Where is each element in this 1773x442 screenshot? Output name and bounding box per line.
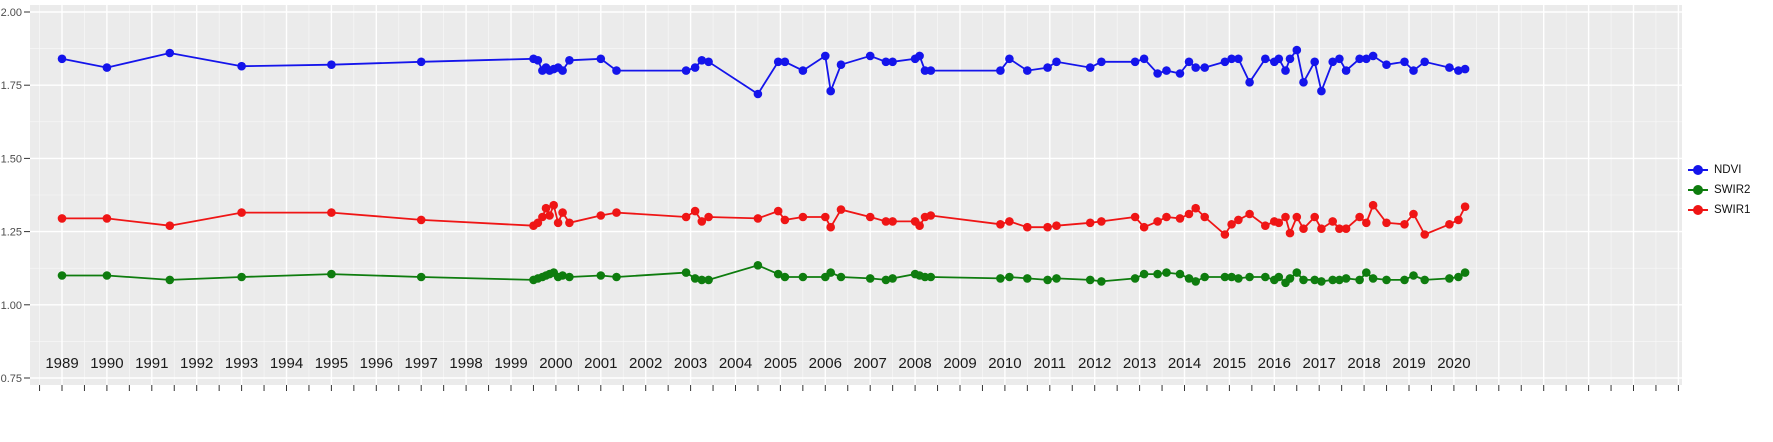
legend-label-ndvi: NDVI — [1714, 164, 1742, 176]
x-tick-label: 2012 — [1078, 355, 1111, 372]
y-tick-label: 1.50 — [1, 153, 22, 165]
series-swir1 — [57, 200, 1470, 239]
legend-key-ndvi-icon — [1688, 164, 1708, 176]
x-tick-label: 1999 — [494, 355, 527, 372]
series-swir2 — [57, 261, 1470, 288]
x-tick-label: 2005 — [764, 355, 797, 372]
x-tick-label: 2010 — [988, 355, 1021, 372]
x-tick-label: 2013 — [1123, 355, 1156, 372]
legend-label-swir1: SWIR1 — [1714, 204, 1751, 216]
x-tick-label: 2016 — [1258, 355, 1291, 372]
x-tick-label: 1991 — [135, 355, 168, 372]
x-tick-label: 1995 — [315, 355, 348, 372]
x-tick-label: 2006 — [809, 355, 842, 372]
legend-item-swir1: SWIR1 — [1688, 204, 1750, 216]
x-tick-label: 2011 — [1034, 355, 1066, 372]
y-axis-ticks — [24, 11, 30, 379]
x-tick-label: 2015 — [1213, 355, 1246, 372]
x-tick-label: 2019 — [1392, 355, 1425, 372]
series-ndvi — [57, 45, 1470, 99]
grid-minor — [30, 5, 1682, 385]
x-tick-label: 2002 — [629, 355, 662, 372]
x-tick-label: 2003 — [674, 355, 707, 372]
x-axis-labels: 1989 1990 1991 1992 1993 1994 1995 1996 1997 1998… — [45, 355, 1470, 372]
x-tick-label: 2018 — [1347, 355, 1380, 372]
legend-item-ndvi: NDVI — [1688, 164, 1750, 176]
y-tick-label: 2.00 — [1, 7, 22, 19]
legend-label-swir2: SWIR2 — [1714, 184, 1751, 196]
x-axis-ticks — [39, 385, 1679, 391]
legend-dot-icon — [1693, 205, 1703, 215]
x-tick-label: 2020 — [1437, 355, 1470, 372]
series-points-swir1 — [57, 200, 1470, 239]
legend-key-swir1-icon — [1688, 204, 1708, 216]
x-tick-label: 2014 — [1168, 355, 1201, 372]
legend-key-swir2-icon — [1688, 184, 1708, 196]
series-points-ndvi — [57, 45, 1470, 99]
series-points-swir2 — [57, 261, 1470, 288]
y-tick-label: 1.75 — [1, 80, 22, 92]
x-tick-label: 2000 — [539, 355, 572, 372]
x-tick-label: 2001 — [584, 355, 617, 372]
series-line-swir1 — [62, 202, 1466, 236]
x-tick-label: 1996 — [360, 355, 393, 372]
y-tick-label: 0.75 — [1, 373, 22, 385]
legend-item-swir2: SWIR2 — [1688, 184, 1750, 196]
x-tick-label: 2008 — [898, 355, 931, 372]
x-tick-label: 1992 — [180, 355, 213, 372]
y-tick-label: 1.00 — [1, 300, 22, 312]
x-tick-label: 1989 — [45, 355, 78, 372]
y-axis-labels: 0.75 1.00 1.25 1.50 1.75 2.00 — [1, 7, 22, 385]
legend-dot-icon — [1693, 185, 1703, 195]
y-tick-label: 1.25 — [1, 227, 22, 239]
x-tick-label: 2007 — [854, 355, 887, 372]
x-tick-label: 1990 — [90, 355, 123, 372]
x-tick-label: 2004 — [719, 355, 752, 372]
x-tick-label: 2009 — [943, 355, 976, 372]
x-tick-label: 1997 — [405, 355, 438, 372]
x-tick-label: 1993 — [225, 355, 258, 372]
legend-dot-icon — [1693, 165, 1703, 175]
x-tick-label: 2017 — [1303, 355, 1336, 372]
legend: NDVI SWIR2 SWIR1 — [1688, 164, 1750, 216]
x-tick-label: 1998 — [449, 355, 482, 372]
x-tick-label: 1994 — [270, 355, 303, 372]
